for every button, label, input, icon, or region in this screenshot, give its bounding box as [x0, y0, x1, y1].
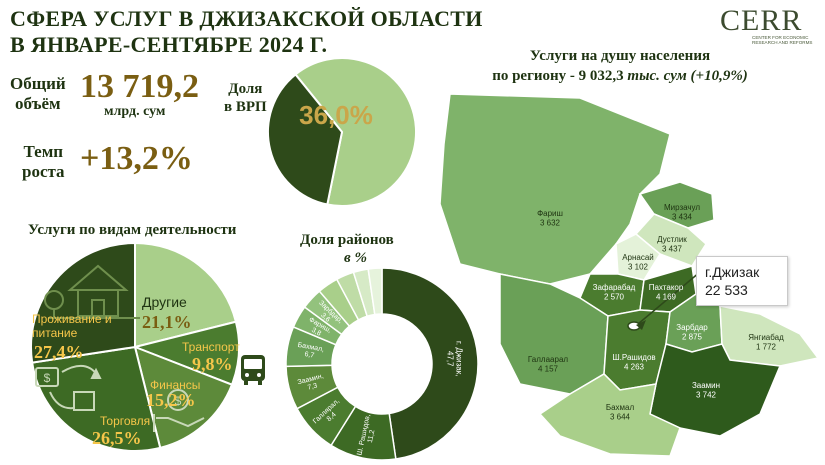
growth-value: +13,2%: [80, 140, 193, 177]
districts-unit: в %: [344, 250, 367, 266]
activity-label-lodging-2: питание: [32, 326, 78, 340]
activities-pie: $ $: [30, 241, 240, 452]
district-slice-0: [381, 267, 479, 460]
volume-label-1: Общий: [10, 74, 66, 93]
activity-value-trade: 26,5%: [92, 428, 142, 448]
region-label-1: Мирзачул 3 434: [664, 203, 700, 222]
volume-label-2: объём: [15, 94, 61, 113]
callout-arrow: [637, 271, 701, 325]
volume-value: 13 719,2: [80, 68, 199, 105]
logo-text: CERR: [720, 4, 803, 37]
district-slice-other-3: [367, 267, 383, 316]
growth-label-2: роста: [22, 162, 65, 181]
region-label-6: Зарбдар 2 875: [676, 323, 708, 342]
title-line-2: В ЯНВАРЕ-СЕНТЯБРЕ 2024 Г.: [10, 32, 328, 57]
bus-icon: [241, 355, 265, 385]
districts-title: Доля районов: [300, 232, 394, 248]
svg-text:$: $: [175, 394, 182, 408]
region-bakhmal: [538, 373, 681, 457]
money-exchange-icon: $: [35, 365, 102, 411]
gdp-share-value: 36,0%: [299, 100, 373, 130]
region-label-2: Дустлик 3 437: [657, 235, 687, 254]
map-title: Услуги на душу населения по региону - 9 …: [475, 46, 765, 86]
title-line-1: СФЕРА УСЛУГ В ДЖИЗАКСКОЙ ОБЛАСТИ: [10, 6, 483, 31]
growth-label-1: Темп: [23, 142, 64, 161]
activity-value-lodging: 27,4%: [34, 342, 84, 362]
activity-label-other: Другие: [142, 294, 187, 310]
region-farish: [439, 93, 671, 285]
logo-subtext: Center for economic research and reforms: [752, 35, 813, 46]
activity-value-other: 21,1%: [142, 312, 192, 332]
callout-city-value: 22 533: [705, 282, 748, 298]
region-label-0: Фариш 3 632: [537, 209, 563, 228]
activity-label-finance: Финансы: [150, 378, 201, 392]
region-map: Фариш 3 632 Мирзачул 3 434 Дустлик 3 437Арнас…: [439, 93, 820, 457]
activity-label-lodging-1: Проживание и: [32, 312, 112, 326]
callout-arrowhead: [636, 320, 646, 330]
region-label-9: Ш.Рашидов 4 263: [612, 353, 655, 372]
activities-title: Услуги по видам деятельности: [28, 222, 237, 238]
hand-money-icon: $: [153, 389, 205, 432]
activity-label-transport: Транспорт: [182, 340, 240, 354]
activity-value-transport: 9,8%: [192, 354, 233, 374]
activity-slice-finance: [133, 345, 234, 450]
volume-label: Общий объём: [10, 74, 66, 114]
callout-city-name: г.Джизак: [705, 264, 760, 280]
region-label-4: Зафарабад 2 570: [593, 283, 636, 302]
district-label-4: Бахмал,6,7: [296, 342, 325, 361]
region-label-11: Бахмал 3 644: [606, 403, 635, 422]
activity-value-finance: 15,2%: [146, 390, 196, 410]
map-title-line-1: Услуги на душу населения: [529, 48, 711, 64]
map-title-line-2: по региону - 9 032,3 тыс. сум (+10,9%): [475, 66, 765, 86]
gdp-label: Доля в ВРП: [224, 80, 267, 116]
map-title-line-2-b: тыс. сум (+10,9%): [627, 68, 748, 84]
city-callout: г.Джизак 22 533: [696, 256, 788, 306]
gdp-pie-share-slice: [267, 73, 344, 206]
map-title-line-2-a: по региону - 9 032,3: [492, 68, 628, 84]
gdp-label-2: в ВРП: [224, 99, 267, 115]
page-title: СФЕРА УСЛУГ В ДЖИЗАКСКОЙ ОБЛАСТИ В ЯНВАР…: [10, 6, 483, 58]
activity-label-trade: Торговля: [100, 414, 151, 428]
region-arnasay: [615, 233, 661, 281]
district-label-0: г. Джизак,47,7: [446, 341, 464, 376]
region-label-8: Галлаарал 4 157: [528, 355, 568, 374]
growth-label: Темп роста: [22, 142, 65, 182]
gdp-share-pie: 36,0%: [267, 57, 417, 207]
cerr-logo: CERR Center for economic research and re…: [716, 4, 816, 52]
activity-slice-other: [134, 241, 238, 349]
districts-donut: г. Джизак,47,7Ш. Рашидов,11,2Галлярал,8,…: [285, 267, 479, 461]
activity-slice-lodging: [30, 241, 136, 364]
gdp-pie-rest-slice: [294, 57, 417, 207]
region-label-3: Арнасай 3 102: [622, 253, 654, 272]
volume-unit: млрд. сум: [104, 104, 166, 119]
region-label-7: Янгиабад 1 772: [748, 333, 784, 352]
house-icon: [44, 264, 140, 319]
region-label-10: Заамин 3 742: [692, 381, 720, 400]
svg-text:$: $: [44, 371, 51, 385]
activity-label-lodging: Проживание и питание: [32, 312, 112, 340]
region-label-5: Пахтакор 4 169: [649, 283, 684, 302]
gdp-label-1: Доля: [228, 81, 263, 97]
